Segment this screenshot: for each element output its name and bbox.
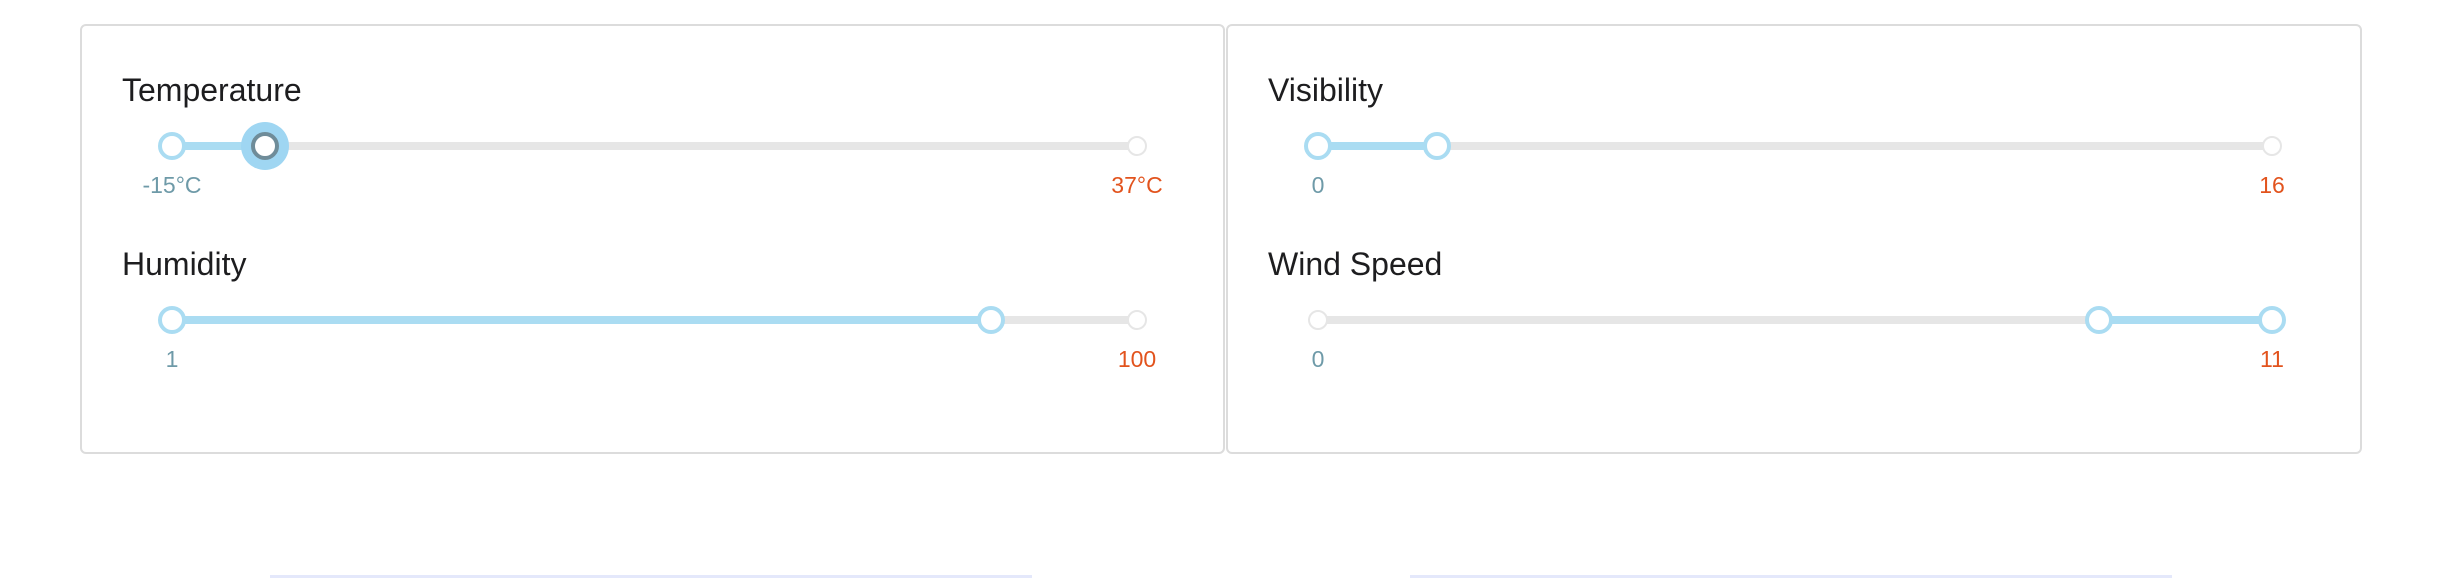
visibility-high-handle[interactable] [1423, 132, 1452, 160]
temperature-low-handle[interactable] [158, 132, 186, 160]
visibility-max-value: 16 [2259, 172, 2285, 198]
wind-speed-max-value: 11 [2260, 346, 2284, 372]
wind-speed-high-handle[interactable] [2258, 306, 2286, 334]
wind-speed-min-mark [1308, 310, 1328, 330]
temperature-selected-range [172, 142, 265, 150]
visibility-low-handle[interactable] [1304, 132, 1332, 160]
divider-right [1410, 575, 2172, 578]
temperature-min-value: -15°C [142, 172, 202, 198]
weather-filter-panel-left: Temperature -15°C 37°C Humidity 1 100 [80, 24, 1225, 454]
divider-left [270, 575, 1032, 578]
weather-filter-panel-right: Visibility 0 16 Wind Speed 0 11 [1226, 24, 2362, 454]
humidity-selected-range [172, 316, 991, 324]
humidity-min-value: 1 [165, 346, 179, 372]
visibility-track[interactable] [1318, 142, 2272, 150]
visibility-max-mark [2262, 136, 2282, 156]
visibility-selected-range [1318, 142, 1438, 150]
visibility-label: Visibility [1268, 72, 1383, 108]
visibility-min-value: 0 [1311, 172, 1325, 198]
wind-speed-track[interactable] [1318, 316, 2272, 324]
temperature-track[interactable] [172, 142, 1137, 150]
wind-speed-label: Wind Speed [1268, 246, 1443, 282]
temperature-max-value: 37°C [1111, 172, 1163, 198]
humidity-high-handle[interactable] [976, 306, 1005, 334]
humidity-max-value: 100 [1117, 346, 1157, 372]
wind-speed-min-value: 0 [1311, 346, 1325, 372]
temperature-max-mark [1127, 136, 1147, 156]
humidity-max-mark [1127, 310, 1147, 330]
wind-speed-selected-range [2098, 316, 2272, 324]
humidity-label: Humidity [122, 246, 247, 282]
wind-speed-low-handle[interactable] [2084, 306, 2113, 334]
temperature-label: Temperature [122, 72, 302, 108]
temperature-high-handle[interactable] [250, 132, 279, 160]
humidity-low-handle[interactable] [158, 306, 186, 334]
